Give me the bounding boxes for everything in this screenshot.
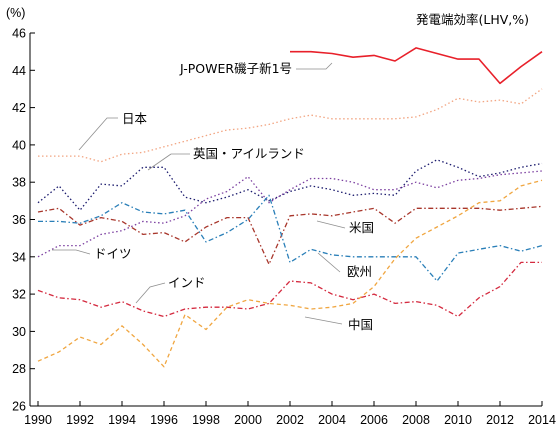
x-tick-label: 2004 [318,413,346,427]
label-leader-line [316,220,346,229]
x-tick-label: 2014 [528,413,556,427]
series-line-4 [37,170,543,258]
y-tick-label: 36 [12,213,26,227]
label-connectors [52,62,346,325]
series-label: J-POWER磯子新1号 [179,61,292,76]
x-tick-label: 1996 [150,413,178,427]
label-leader-line [78,117,118,151]
label-leader-line [52,249,91,255]
series-layer [37,47,543,368]
chart-title: 発電端効率(LHV,%) [416,12,529,27]
x-tick-label: 2006 [360,413,388,427]
y-tick-label: 30 [12,325,26,339]
x-tick-label: 2010 [444,413,472,427]
series-label: 欧州 [347,264,372,279]
x-tick-label: 2012 [486,413,514,427]
series-label: インド [168,275,206,290]
x-tick-label: 2002 [276,413,304,427]
label-leader-line [147,153,172,171]
series-label: 英国・アイルランド [193,146,305,161]
y-tick-label: 32 [12,288,26,302]
y-axis-unit: (%) [6,6,25,20]
series-label: 中国 [348,317,373,332]
label-leader-line [135,282,166,304]
y-tick-label: 38 [12,176,26,190]
label-leader-line [296,62,333,70]
y-tick-label: 44 [12,64,26,78]
series-line-2 [37,159,543,211]
label-leader-line [304,316,343,325]
series-line-7 [37,179,543,368]
x-tick-label: 2000 [234,413,262,427]
x-tick-label: 1990 [24,413,52,427]
y-tick-label: 28 [12,362,26,376]
series-label: 日本 [122,111,148,126]
y-tick-label: 46 [12,27,26,41]
series-line-6 [37,261,542,318]
series-line-3 [37,205,543,265]
y-tick-label: 42 [12,101,26,115]
x-tick-label: 1998 [192,413,220,427]
axes: 26 28 30 32 34 36 38 40 42 44 46 1990 1992 1994 1996 19… [12,27,556,428]
y-tick-label: 40 [12,138,26,152]
y-tick-label: 26 [12,400,26,414]
x-tick-label: 1994 [108,413,136,427]
y-tick-label: 34 [12,250,26,264]
series-line-0 [290,47,543,85]
x-tick-label: 2008 [402,413,430,427]
label-leader-line [317,252,341,273]
series-label: ドイツ [94,246,132,261]
x-tick-label: 1992 [66,413,94,427]
series-label: 米国 [349,220,374,235]
series-line-5 [38,194,543,282]
